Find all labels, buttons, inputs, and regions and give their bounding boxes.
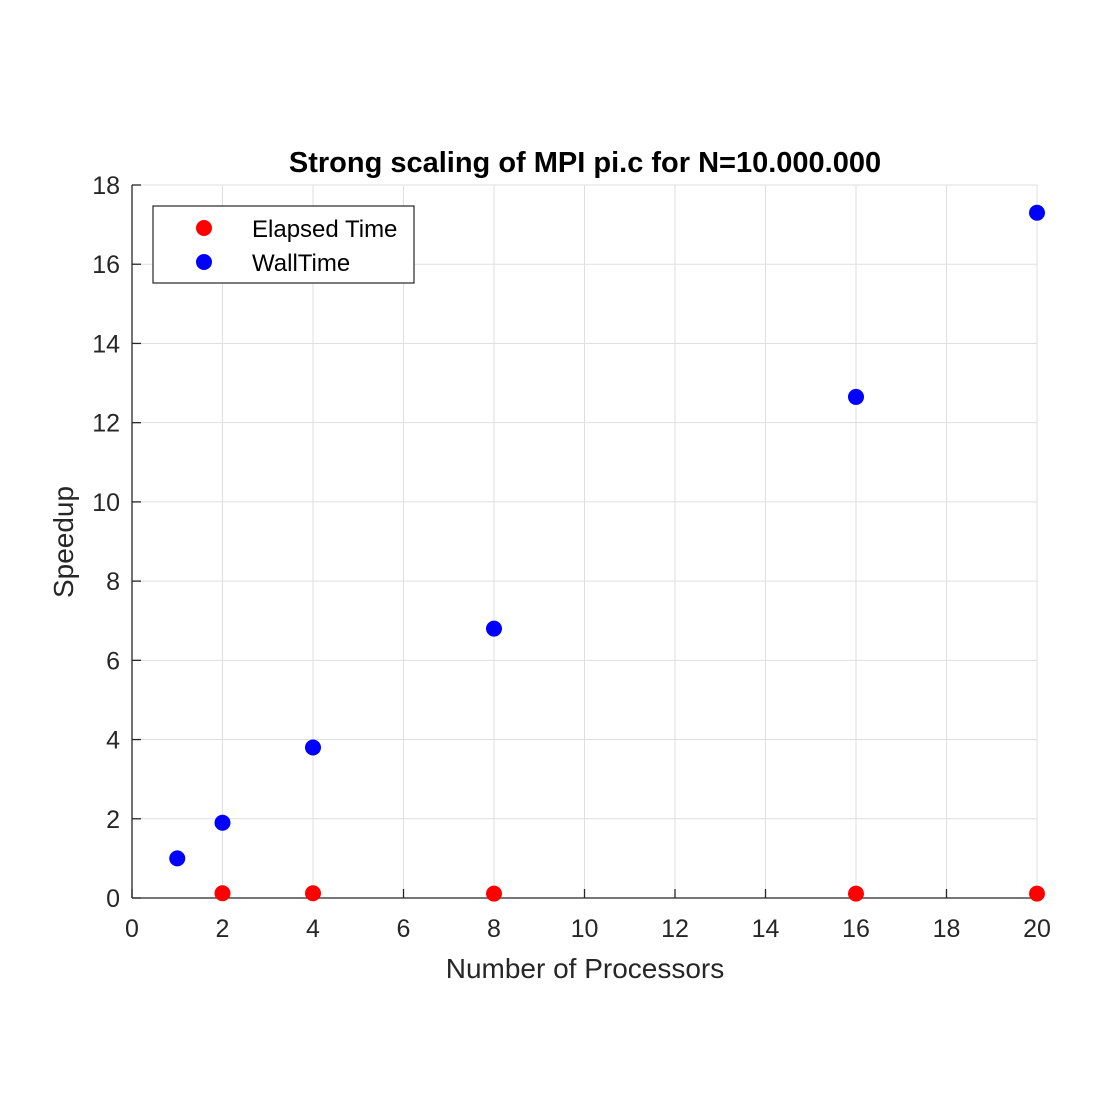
ticks: 0 2 4 6 8 10 12 14 16 18 20 0 2 4 6 8 10 12 14 16 18 bbox=[92, 172, 1051, 943]
x-tick-label: 14 bbox=[752, 915, 780, 943]
data-point-walltime bbox=[169, 850, 186, 867]
data-point-elapsed-time bbox=[305, 885, 321, 902]
x-tick-label: 10 bbox=[571, 915, 599, 943]
y-tick-label: 16 bbox=[92, 251, 120, 279]
x-tick-label: 8 bbox=[487, 915, 501, 943]
y-axis-label: Speedup bbox=[48, 486, 79, 598]
legend-box bbox=[152, 205, 415, 284]
x-tick-label: 12 bbox=[661, 915, 689, 943]
data-point-walltime bbox=[486, 620, 502, 637]
grid bbox=[131, 184, 1038, 899]
x-tick-label: 6 bbox=[397, 915, 411, 943]
data-point-walltime bbox=[848, 388, 864, 405]
data-point-elapsed-time bbox=[848, 885, 864, 902]
x-tick-label: 16 bbox=[842, 915, 870, 943]
y-tick-label: 2 bbox=[106, 806, 120, 834]
legend-marker bbox=[196, 254, 212, 270]
y-tick-label: 0 bbox=[106, 885, 120, 913]
chart-title: Strong scaling of MPI pi.c for N=10.000.… bbox=[289, 147, 881, 179]
data-point-elapsed-time bbox=[1029, 885, 1045, 902]
x-tick-label: 4 bbox=[306, 915, 320, 943]
y-tick-label: 12 bbox=[92, 410, 120, 438]
y-tick-label: 8 bbox=[106, 568, 120, 596]
data-point-walltime bbox=[214, 814, 231, 831]
y-tick-label: 14 bbox=[92, 330, 120, 358]
data-point-walltime bbox=[1029, 204, 1045, 221]
data-point-elapsed-time bbox=[214, 885, 231, 902]
x-tick-label: 2 bbox=[216, 915, 230, 943]
x-axis-label: Number of Processors bbox=[446, 953, 725, 984]
data-point-elapsed-time bbox=[486, 885, 502, 902]
data-points bbox=[169, 204, 1045, 902]
y-tick-label: 4 bbox=[106, 727, 120, 755]
y-tick-label: 10 bbox=[92, 489, 120, 517]
x-tick-label: 0 bbox=[125, 915, 139, 943]
y-tick-label: 18 bbox=[92, 172, 120, 200]
legend-label: Elapsed Time bbox=[252, 216, 397, 243]
legend-label: WallTime bbox=[252, 250, 350, 277]
y-tick-label: 6 bbox=[106, 647, 120, 675]
x-tick-label: 20 bbox=[1023, 915, 1051, 943]
legend: Elapsed Time WallTime bbox=[152, 205, 415, 284]
x-tick-label: 18 bbox=[933, 915, 961, 943]
legend-marker bbox=[196, 220, 212, 236]
data-point-walltime bbox=[305, 739, 321, 756]
